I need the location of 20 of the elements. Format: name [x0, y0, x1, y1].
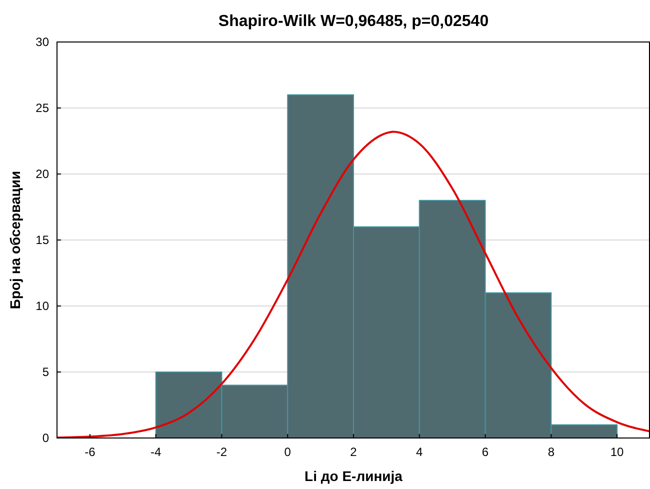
x-tick-label: 4 — [416, 445, 424, 459]
y-tick-label: 0 — [42, 431, 50, 445]
y-tick-label: 25 — [36, 101, 50, 115]
x-tick-label: -4 — [150, 445, 162, 459]
x-tick-label: 0 — [284, 445, 292, 459]
y-tick-label: 5 — [42, 365, 50, 379]
x-tick-label: -6 — [84, 445, 96, 459]
line-series — [57, 130, 650, 438]
y-tick-label: 15 — [36, 233, 50, 247]
x-tick-label: -2 — [216, 445, 228, 459]
y-tick-label: 30 — [36, 35, 50, 49]
chart-title: Shapiro-Wilk W=0,96485, p=0,02540 — [218, 13, 489, 30]
y-axis-title: Број на обсервации — [7, 170, 23, 310]
x-tick-label: 8 — [548, 445, 555, 459]
x-tick-label: 6 — [482, 445, 489, 459]
y-tick-label: 20 — [36, 167, 50, 181]
y-tick-label: 10 — [36, 299, 50, 313]
x-tick-label: 10 — [610, 445, 624, 459]
x-axis-title: Li до E-линија — [304, 468, 403, 484]
x-tick-label: 2 — [350, 445, 358, 459]
